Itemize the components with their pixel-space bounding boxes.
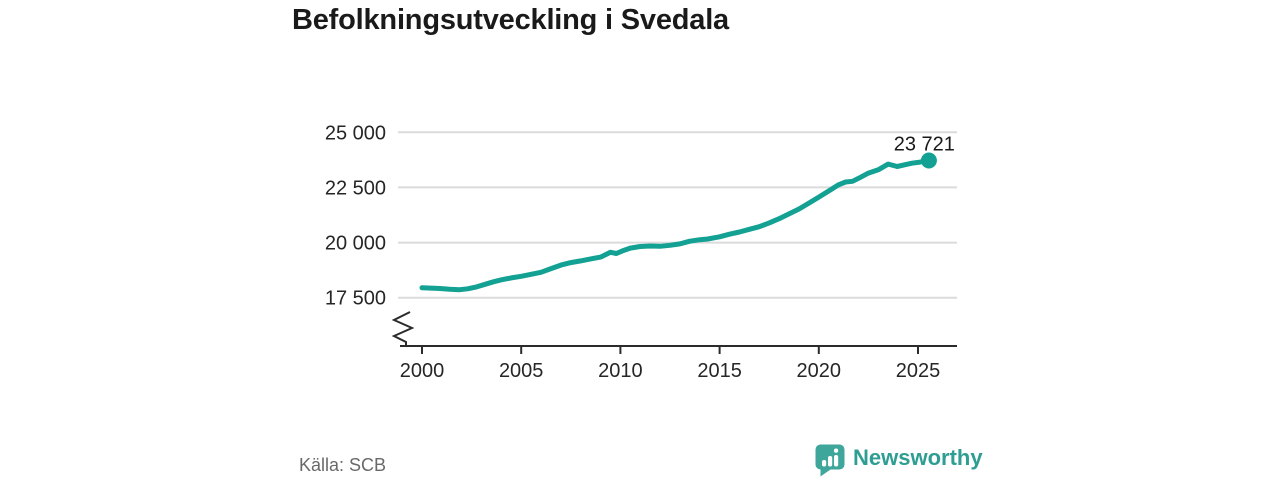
x-tick-label: 2015 [697,360,742,382]
chart-title: Befolkningsutveckling i Svedala [292,4,729,36]
axis-break-icon [391,311,415,346]
x-tick-label: 2010 [598,360,643,382]
y-tick-label: 25 000 [325,122,386,144]
newsworthy-brand-label: Newsworthy [853,445,983,470]
bar-chart-glyph [822,448,839,467]
end-value-label: 23 721 [894,134,955,156]
x-tick-label: 2000 [400,360,445,382]
end-point-marker [920,152,937,169]
y-tick-label: 20 000 [325,233,386,255]
x-tick-label: 2025 [896,360,941,382]
newsworthy-logo: Newsworthy [814,443,983,478]
y-tick-label: 17 500 [325,288,386,310]
x-tick-label: 2020 [797,360,842,382]
x-tick-label: 2005 [499,360,544,382]
population-line [419,158,932,293]
y-tick-label: 22 500 [325,177,386,199]
newsworthy-logo-icon [815,444,845,477]
source-label: Källa: SCB [299,455,387,475]
